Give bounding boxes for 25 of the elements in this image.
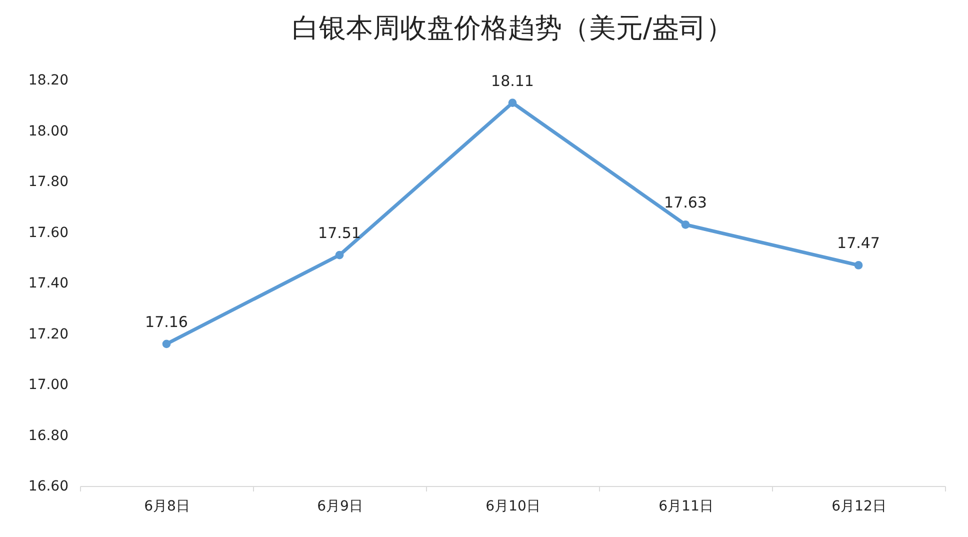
point [335, 250, 344, 260]
point [854, 261, 863, 270]
data-label: 17.16 [145, 312, 188, 331]
y-tick-label: 18.20 [28, 72, 68, 88]
y-tick-label: 17.80 [28, 174, 68, 190]
y-tick-label: 16.80 [28, 428, 68, 444]
x-tick-label: 6月10日 [486, 498, 540, 514]
x-tick-label: 6月11日 [658, 498, 714, 514]
y-tick-label: 17.20 [28, 326, 68, 342]
x-tick-label: 6月8日 [144, 498, 190, 514]
x-tick-label: 6月12日 [832, 498, 886, 514]
y-tick-label: 17.40 [28, 276, 68, 292]
point [681, 220, 690, 229]
y-tick-label: 17.00 [28, 377, 68, 393]
data-label: 18.11 [491, 72, 534, 90]
y-tick-label: 18.00 [28, 123, 68, 140]
data-label: 17.51 [318, 224, 361, 242]
y-tick-label: 17.60 [28, 224, 68, 241]
point [508, 98, 517, 108]
data-label: 17.63 [664, 194, 707, 212]
y-tick-label: 16.60 [28, 478, 68, 494]
x-tick-label: 6月9日 [317, 498, 363, 514]
chart-title: 白银本周收盘价格趋势（美元/盎司） [292, 13, 734, 44]
data-label: 17.47 [837, 234, 880, 252]
point [162, 340, 171, 348]
